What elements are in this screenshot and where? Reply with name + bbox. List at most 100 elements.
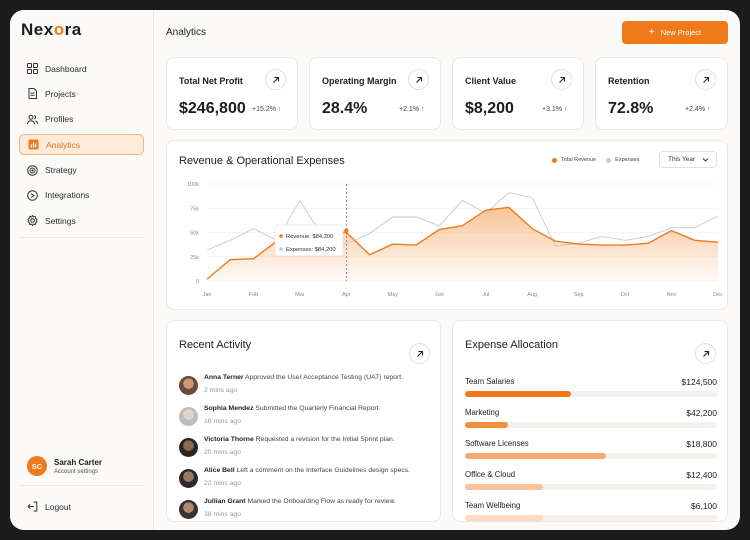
expense-bar — [465, 391, 717, 397]
x-tick-label: Sep — [574, 292, 584, 298]
expense-row: Team Wellbeing $6,100 — [465, 501, 717, 521]
tooltip-expenses-dot — [279, 247, 283, 251]
sidebar-item-strategy[interactable]: Strategy — [19, 160, 144, 181]
sidebar-item-profiles[interactable]: Profiles — [19, 109, 144, 130]
open-detail-button[interactable] — [695, 69, 716, 90]
logout-icon — [27, 501, 38, 512]
activity-item[interactable]: Sophia Mendez Submitted the Quarterly Fi… — [179, 405, 380, 426]
chart-tooltip: Revenue: $84,200 Expenses: $84,200 — [274, 224, 344, 257]
plus-icon: + — [648, 27, 655, 38]
section-title: Expense Allocation — [465, 339, 558, 351]
stat-change: +3.1% ↑ — [542, 106, 568, 113]
sidebar-item-dashboard[interactable]: Dashboard — [19, 58, 144, 79]
x-tick-label: Dec — [713, 292, 723, 298]
user-name: Sarah Carter — [54, 457, 103, 467]
x-tick-label: Mar — [295, 292, 305, 298]
stat-value: 28.4% — [322, 100, 368, 117]
stat-card-retention: Retention 72.8% +2.4% ↑ — [595, 57, 728, 130]
expense-bar-fill — [465, 515, 544, 521]
expense-bar-fill — [465, 422, 508, 428]
open-detail-button[interactable] — [408, 69, 429, 90]
divider — [19, 237, 144, 238]
chart-legend: Total Revenue Expenses — [552, 157, 649, 163]
sidebar-item-analytics[interactable]: Analytics — [19, 134, 144, 156]
avatar — [179, 500, 198, 519]
sidebar-item-integrations[interactable]: Integrations — [19, 185, 144, 206]
avatar — [179, 376, 198, 395]
sidebar-nav: Dashboard Projects Profiles Analytics St… — [19, 58, 144, 236]
stat-card-operating-margin: Operating Margin 28.4% +2.1% ↑ — [309, 57, 441, 130]
revenue-expenses-chart[interactable]: 0 25k 50k 75k 100k Jan Feb Mar Apr May Jun Jul Aug Se… — [167, 141, 729, 311]
sidebar-item-label: Profiles — [45, 114, 74, 125]
y-tick-label: 50k — [190, 231, 199, 237]
expense-bar — [465, 422, 717, 428]
open-activity-button[interactable] — [409, 343, 430, 364]
app-window: Nexora Dashboard Projects Profiles Analy… — [10, 10, 740, 530]
open-expenses-button[interactable] — [695, 343, 716, 364]
activity-item[interactable]: Victoria Thorne Requested a revision for… — [179, 436, 395, 457]
expense-row: Marketing $42,200 — [465, 408, 717, 428]
new-project-label: New Project — [660, 28, 702, 37]
sidebar-item-projects[interactable]: Projects — [19, 83, 144, 104]
tooltip-expenses: Expenses: $84,200 — [286, 247, 336, 253]
stat-change: +2.4% ↑ — [685, 106, 711, 113]
tooltip-revenue: Revenue: $84,200 — [286, 234, 333, 240]
target-icon — [27, 164, 38, 176]
x-tick-label: Jun — [435, 292, 444, 298]
y-tick-label: 100k — [187, 182, 199, 188]
revenue-area — [207, 207, 718, 281]
expense-allocation-card: Expense Allocation Team Salaries $124,50… — [452, 320, 728, 522]
user-account[interactable]: SC Sarah Carter Account settings — [27, 456, 102, 476]
expense-row: Office & Cloud $12,400 — [465, 470, 717, 490]
arrow-up-right-icon — [702, 76, 709, 83]
stat-card-client-value: Client Value $8,200 +3.1% ↑ — [452, 57, 584, 130]
document-icon — [27, 88, 38, 100]
trend-up-icon: ↑ — [421, 106, 425, 113]
x-tick-label: Feb — [249, 292, 258, 298]
sidebar-item-settings[interactable]: Settings — [19, 210, 144, 231]
avatar — [179, 438, 198, 457]
revenue-chart-card: Revenue & Operational Expenses Total Rev… — [166, 140, 728, 310]
sidebar-item-label: Projects — [45, 88, 76, 99]
arrow-up-right-icon — [702, 350, 709, 357]
open-detail-button[interactable] — [265, 69, 286, 90]
integrations-icon — [27, 190, 38, 201]
trend-up-icon: ↑ — [707, 106, 711, 113]
logout-button[interactable]: Logout — [27, 501, 71, 512]
activity-item[interactable]: Anna Terner Approved the User Acceptance… — [179, 374, 403, 395]
arrow-up-right-icon — [416, 350, 423, 357]
y-tick-label: 0 — [196, 279, 199, 285]
section-title: Recent Activity — [179, 339, 252, 351]
expense-row: Team Salaries $124,500 — [465, 377, 717, 397]
activity-item[interactable]: Alice Bell Left a comment on the Interfa… — [179, 467, 410, 488]
logout-label: Logout — [45, 501, 71, 512]
avatar — [179, 469, 198, 488]
grid-icon — [27, 63, 38, 74]
logo[interactable]: Nexora — [21, 20, 82, 39]
x-tick-label: Jul — [482, 292, 489, 298]
stat-title: Retention — [608, 76, 650, 86]
stat-title: Operating Margin — [322, 76, 397, 86]
gear-icon — [27, 215, 38, 227]
chevron-down-icon — [702, 158, 709, 162]
bar-chart-icon — [28, 139, 39, 150]
stat-card-net-profit: Total Net Profit $246,800 +15.2% ↑ — [166, 57, 298, 130]
period-select[interactable]: This Year — [659, 151, 717, 168]
x-tick-label: Jan — [203, 292, 212, 298]
legend-item-revenue: Total Revenue — [552, 157, 596, 163]
activity-item[interactable]: Jullian Grant Marked the Onboarding Flow… — [179, 498, 396, 519]
sidebar-item-label: Dashboard — [45, 63, 87, 74]
x-tick-label: Nov — [667, 292, 677, 298]
expenses-line — [206, 192, 719, 251]
sidebar-item-label: Strategy — [45, 165, 77, 176]
account-settings-link[interactable]: Account settings — [54, 468, 99, 475]
stat-title: Total Net Profit — [179, 76, 243, 86]
new-project-button[interactable]: + New Project — [622, 21, 728, 44]
arrow-up-right-icon — [558, 76, 565, 83]
expense-bar-fill — [465, 453, 607, 459]
chart-title: Revenue & Operational Expenses — [179, 155, 345, 167]
open-detail-button[interactable] — [551, 69, 572, 90]
period-select-value: This Year — [668, 156, 696, 163]
arrow-up-right-icon — [415, 76, 422, 83]
stat-title: Client Value — [465, 76, 517, 86]
